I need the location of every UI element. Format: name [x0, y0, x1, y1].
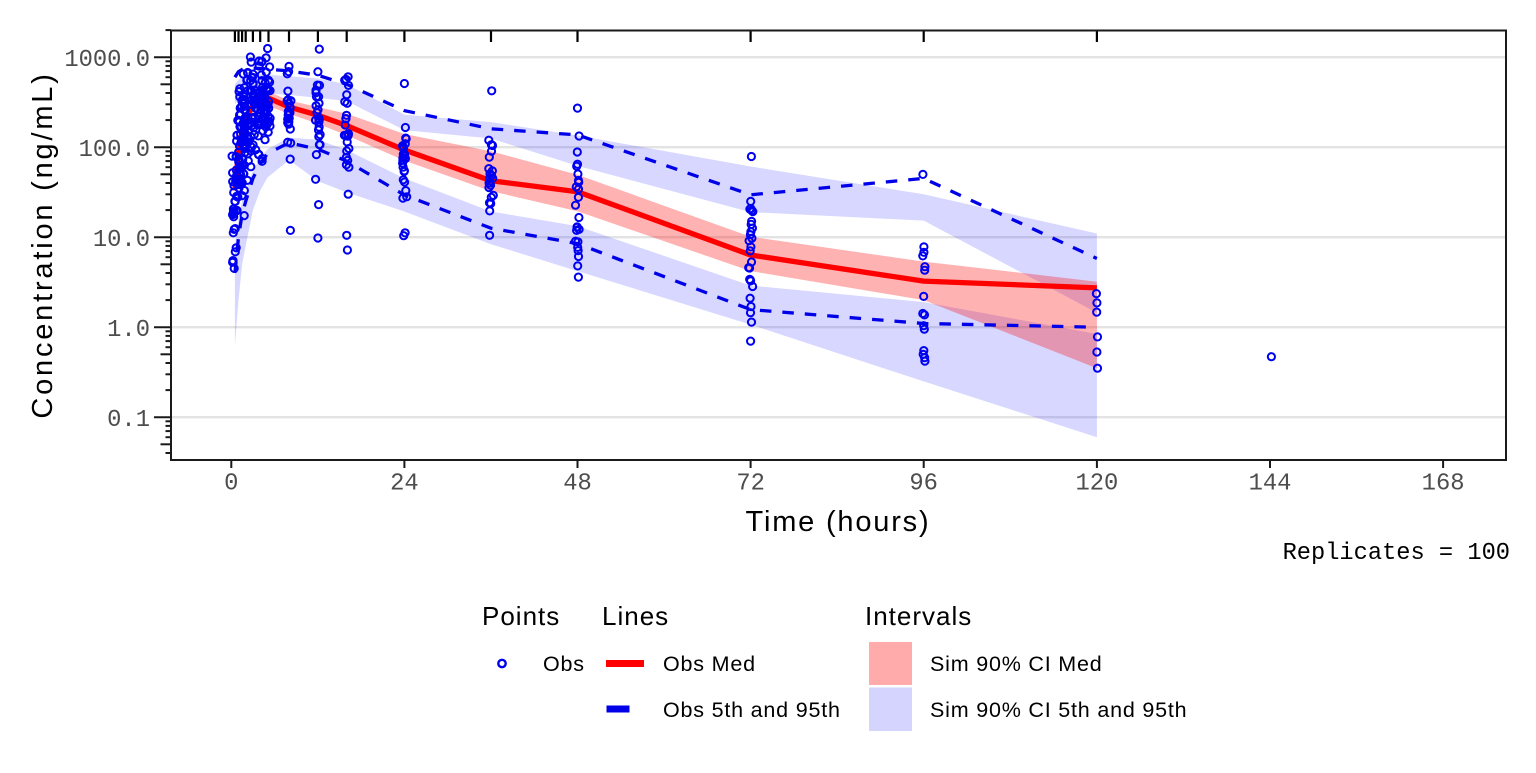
svg-text:100.0: 100.0 — [79, 137, 150, 164]
svg-text:10.0: 10.0 — [93, 227, 150, 254]
svg-text:Lines: Lines — [602, 601, 669, 631]
svg-text:168: 168 — [1422, 471, 1465, 498]
svg-text:Intervals: Intervals — [865, 601, 972, 631]
svg-text:120: 120 — [1075, 471, 1118, 498]
svg-text:1.0: 1.0 — [107, 317, 150, 344]
svg-text:144: 144 — [1249, 471, 1292, 498]
svg-text:Sim 90% CI Med: Sim 90% CI Med — [930, 652, 1103, 676]
svg-text:Time (hours): Time (hours) — [746, 506, 931, 538]
svg-text:72: 72 — [736, 471, 765, 498]
svg-text:96: 96 — [909, 471, 938, 498]
svg-text:0: 0 — [224, 471, 238, 498]
svg-text:24: 24 — [390, 471, 419, 498]
svg-text:48: 48 — [563, 471, 592, 498]
svg-text:Obs: Obs — [543, 652, 585, 676]
svg-text:0.1: 0.1 — [107, 407, 150, 434]
svg-text:Points: Points — [482, 601, 560, 631]
svg-text:Obs 5th and 95th: Obs 5th and 95th — [663, 698, 841, 722]
svg-text:Sim 90% CI 5th and 95th: Sim 90% CI 5th and 95th — [930, 698, 1187, 722]
svg-text:Concentration (ng/mL): Concentration (ng/mL) — [27, 71, 59, 418]
svg-text:1000.0: 1000.0 — [64, 47, 150, 74]
svg-text:Replicates = 100: Replicates = 100 — [1283, 540, 1510, 567]
svg-text:Obs Med: Obs Med — [663, 652, 756, 676]
